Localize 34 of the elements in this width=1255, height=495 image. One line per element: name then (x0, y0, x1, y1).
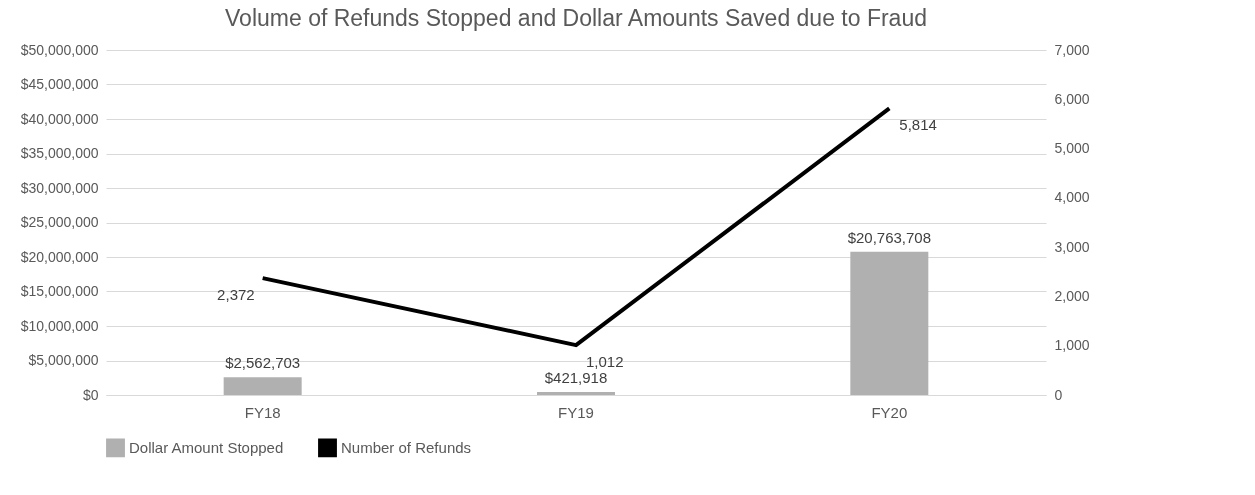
y2-tick-label: 3,000 (1054, 238, 1090, 255)
y-tick-label: $30,000,000 (20, 179, 99, 196)
chart-title: Volume of Refunds Stopped and Dollar Amounts Saved due to Fraud (225, 5, 927, 31)
y-tick-label: $5,000,000 (28, 352, 99, 368)
legend-label: Dollar Amount Stopped (129, 438, 284, 456)
y2-tick-label: 2,000 (1054, 287, 1090, 304)
bar (223, 377, 302, 395)
data-label: 1,012 (586, 353, 624, 371)
y-tick-label: $15,000,000 (20, 283, 99, 299)
y-tick-label: $20,000,000 (20, 248, 99, 265)
y-tick-label: $10,000,000 (20, 317, 99, 334)
bar (537, 392, 615, 395)
x-tick-label: FY20 (871, 403, 908, 421)
data-label: $421,918 (544, 369, 608, 387)
x-tick-label: FY18 (244, 403, 281, 421)
y-tick-label: $40,000,000 (20, 110, 99, 127)
y2-tick-label: 6,000 (1054, 90, 1090, 107)
bar (850, 251, 929, 395)
y-tick-label: $45,000,000 (20, 76, 99, 92)
y2-tick-label: 4,000 (1054, 189, 1090, 206)
y-tick-label: $0 (82, 386, 99, 403)
y2-tick-label: 0 (1054, 386, 1063, 403)
y-tick-label: $50,000,000 (20, 41, 99, 58)
data-label: $20,763,708 (847, 228, 932, 246)
y-tick-label: $35,000,000 (20, 145, 99, 161)
y2-tick-label: 7,000 (1054, 41, 1090, 58)
y2-tick-label: 5,000 (1054, 140, 1090, 157)
data-label: $2,562,703 (225, 354, 301, 372)
data-label: 5,814 (899, 116, 937, 134)
y2-tick-label: 1,000 (1054, 337, 1090, 354)
x-tick-label: FY19 (558, 403, 594, 421)
legend-label: Number of Refunds (341, 438, 472, 456)
y-tick-label: $25,000,000 (20, 214, 99, 230)
data-label: 2,372 (217, 286, 255, 304)
